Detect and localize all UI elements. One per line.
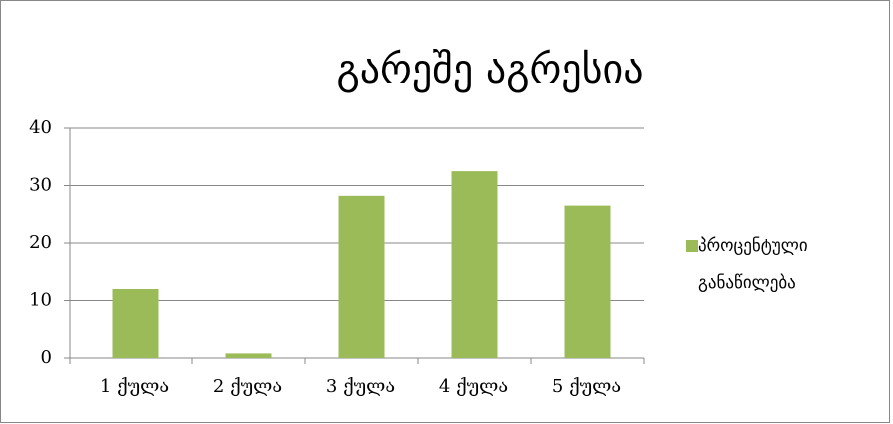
x-tick-label: 3 ქულა	[326, 376, 395, 397]
bar	[225, 353, 272, 358]
y-tick-label: 40	[29, 117, 52, 138]
legend-label: პროცენტული განაწილება	[698, 236, 808, 293]
chart-title: გარეშე აგრესია	[336, 47, 643, 93]
y-tick-label: 20	[29, 232, 52, 253]
bar	[112, 289, 159, 358]
y-tick-label: 30	[29, 175, 52, 196]
legend: პროცენტული განაწილება	[698, 236, 808, 293]
bar	[564, 205, 611, 358]
y-tick-label: 10	[29, 290, 52, 311]
x-tick-label: 1 ქულა	[100, 376, 169, 397]
x-tick-label: 5 ქულა	[552, 376, 621, 397]
bar	[338, 195, 385, 358]
y-tick-label: 0	[41, 347, 52, 368]
bar	[451, 171, 498, 358]
x-tick-label: 4 ქულა	[439, 376, 508, 397]
x-tick-label: 2 ქულა	[213, 376, 282, 397]
legend-swatch	[686, 240, 698, 252]
